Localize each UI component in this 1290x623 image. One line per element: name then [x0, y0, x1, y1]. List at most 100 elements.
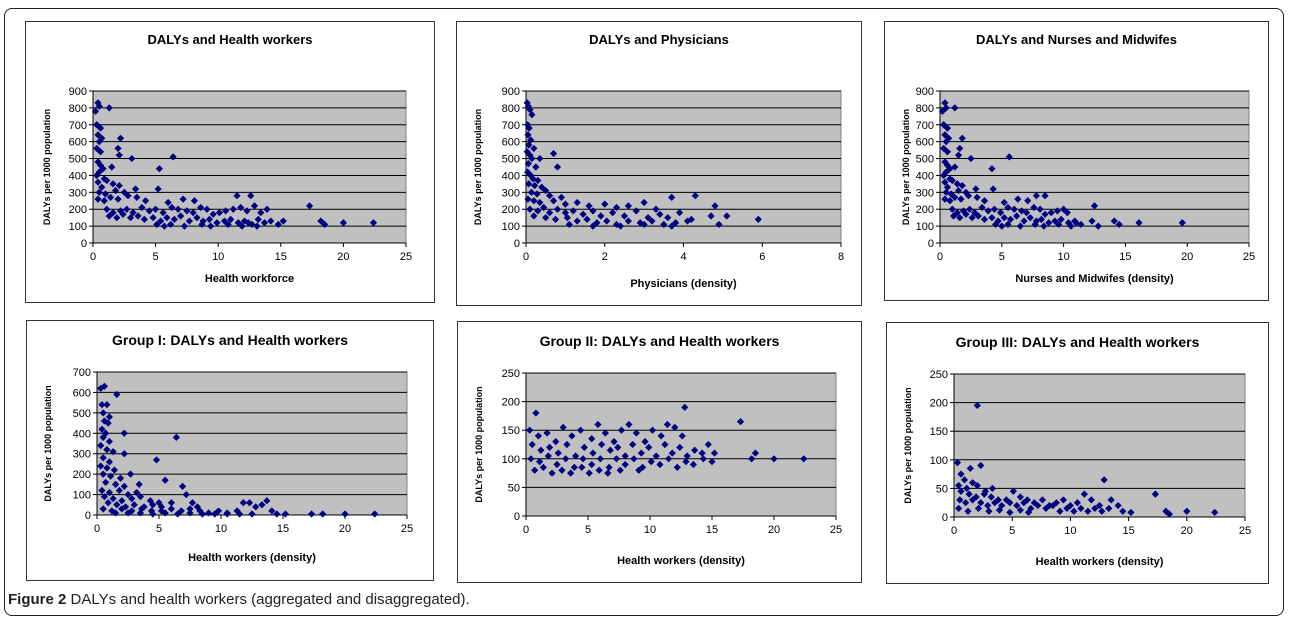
y-tick-label: 0: [85, 510, 91, 522]
data-point: [563, 440, 571, 449]
y-tick-label: 100: [916, 221, 934, 233]
figure-caption: Figure 2 DALYs and health workers (aggre…: [8, 591, 470, 608]
data-point: [205, 509, 213, 517]
data-point: [104, 499, 112, 507]
data-point: [103, 446, 111, 454]
data-point: [115, 151, 123, 159]
data-point: [1034, 501, 1042, 510]
data-point: [941, 158, 949, 166]
data-point: [951, 163, 959, 171]
data-point: [632, 207, 640, 215]
data-point: [161, 509, 169, 517]
data-point: [248, 510, 256, 518]
data-point: [632, 429, 640, 437]
data-point: [620, 212, 629, 220]
chart-panel-physicians: DALYs and Physicians 0 100 200 300 400 500 600 7…: [456, 21, 862, 306]
data-point: [120, 429, 128, 437]
y-axis-label: DALYs per 1000 population: [43, 385, 53, 501]
chart-title: DALYs and Health workers: [148, 32, 313, 47]
data-point: [160, 222, 168, 230]
data-point: [101, 190, 110, 198]
chart-title: Group III: DALYs and Health workers: [956, 334, 1200, 350]
data-point: [152, 205, 160, 213]
data-point: [105, 212, 113, 220]
data-point: [751, 449, 759, 457]
data-point: [371, 510, 379, 518]
figure-caption-text: DALYs and health workers (aggregated and…: [70, 591, 466, 608]
data-point: [239, 499, 247, 507]
data-point: [988, 165, 996, 173]
data-point: [668, 449, 676, 457]
scatter-chart-physicians: DALYs and Physicians 0 100 200 300 400 500 600 7…: [473, 32, 844, 290]
data-point: [215, 209, 224, 217]
data-point: [305, 202, 314, 210]
data-point: [675, 209, 684, 217]
y-tick-label: 250: [502, 368, 520, 380]
data-point: [554, 449, 562, 457]
data-point: [209, 210, 217, 218]
data-point: [723, 212, 731, 220]
y-tick-label: 0: [928, 238, 934, 250]
x-tick-label: 5: [999, 251, 1005, 263]
data-point: [1183, 507, 1191, 515]
data-point: [630, 455, 638, 463]
y-tick-label: 800: [502, 103, 520, 115]
data-point: [96, 148, 105, 156]
data-point: [197, 203, 205, 212]
data-point: [168, 203, 176, 212]
data-point: [704, 440, 712, 449]
y-tick-label: 150: [930, 426, 948, 438]
y-tick-label: 200: [502, 397, 520, 409]
x-tick-label: 15: [1119, 251, 1131, 263]
data-point: [534, 207, 542, 215]
data-point: [530, 144, 538, 153]
data-point: [576, 426, 585, 434]
data-point: [1030, 499, 1038, 507]
data-point: [570, 463, 578, 471]
data-point: [616, 222, 625, 230]
data-point: [123, 205, 131, 213]
data-point: [552, 438, 560, 446]
data-point: [174, 510, 182, 518]
data-point: [273, 510, 281, 518]
data-point: [105, 104, 113, 112]
data-point: [167, 499, 175, 507]
data-point: [115, 181, 123, 190]
data-point: [236, 510, 244, 518]
data-point: [949, 212, 958, 220]
chart-title: Group II: DALYs and Health workers: [540, 333, 780, 349]
data-point: [1067, 222, 1075, 230]
x-tick-label: 10: [1057, 251, 1069, 263]
data-point: [238, 222, 246, 230]
data-point: [565, 220, 573, 229]
data-point: [998, 222, 1006, 230]
y-tick-label: 200: [916, 204, 934, 216]
y-tick-label: 150: [502, 425, 520, 437]
data-point: [155, 165, 163, 173]
figure-label: Figure 2: [8, 591, 67, 608]
x-tick-label: 20: [337, 251, 349, 263]
data-point: [307, 510, 316, 518]
data-point: [105, 413, 113, 421]
x-tick-label: 15: [706, 524, 718, 536]
x-tick-label: 5: [156, 523, 162, 535]
data-point: [100, 197, 108, 205]
data-point: [237, 203, 245, 212]
y-axis-label: DALYs per 1000 population: [903, 387, 913, 503]
data-point: [96, 124, 105, 132]
data-point: [1119, 507, 1127, 515]
y-tick-label: 0: [514, 511, 520, 523]
data-point: [1042, 504, 1050, 513]
data-point: [1041, 210, 1049, 218]
data-point: [257, 209, 265, 217]
data-point: [222, 207, 230, 215]
data-point: [103, 464, 111, 472]
data-point: [1037, 215, 1045, 223]
data-point: [1110, 217, 1118, 225]
data-point: [113, 214, 121, 222]
data-point: [179, 195, 187, 203]
data-point: [183, 207, 191, 215]
y-tick-label: 100: [73, 490, 91, 502]
data-point: [553, 163, 562, 171]
data-point: [1041, 192, 1049, 200]
